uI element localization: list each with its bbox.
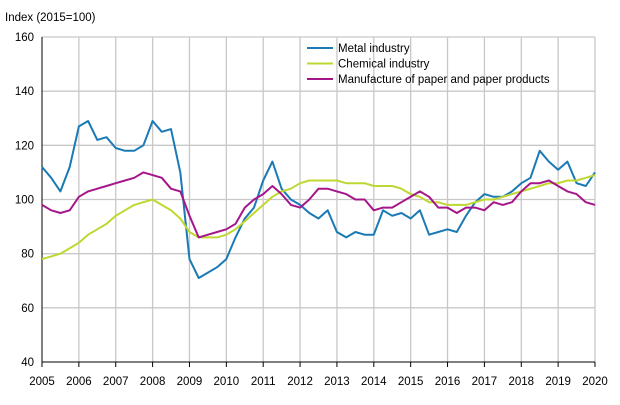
legend-label: Chemical industry bbox=[338, 59, 430, 71]
x-tick-label: 2015 bbox=[398, 376, 424, 388]
x-tick-label: 2020 bbox=[582, 376, 608, 388]
y-tick-label: 80 bbox=[21, 249, 34, 261]
x-tick-label: 2014 bbox=[361, 376, 387, 388]
y-tick-label: 160 bbox=[15, 32, 34, 44]
x-tick-label: 2011 bbox=[251, 376, 276, 388]
x-tick-label: 2006 bbox=[66, 376, 92, 388]
x-tick-label: 2010 bbox=[214, 376, 240, 388]
y-tick-label: 100 bbox=[15, 195, 34, 207]
gridlines bbox=[41, 36, 596, 367]
x-tick-label: 2017 bbox=[472, 376, 498, 388]
x-tick-label: 2007 bbox=[103, 376, 129, 388]
y-tick-label: 140 bbox=[15, 86, 34, 98]
x-tick-label: 2005 bbox=[29, 376, 55, 388]
legend-label: Metal industry bbox=[338, 43, 410, 55]
x-tick-label: 2008 bbox=[140, 376, 166, 388]
x-tick-label: 2012 bbox=[287, 376, 313, 388]
tick-labels: 40 60 80 100 120 140 160 2005 2006 2007 2008 2009 20… bbox=[15, 32, 608, 388]
x-tick-label: 2009 bbox=[177, 376, 203, 388]
legend-label: Manufacture of paper and paper products bbox=[338, 74, 550, 86]
series-line-1 bbox=[41, 174, 596, 261]
x-tick-label: 2018 bbox=[508, 376, 534, 388]
y-axis-label: Index (2015=100) bbox=[5, 12, 96, 24]
y-tick-label: 40 bbox=[21, 357, 34, 369]
y-tick-label: 60 bbox=[21, 303, 34, 315]
series-line-2 bbox=[41, 171, 596, 239]
y-tick-label: 120 bbox=[15, 140, 34, 152]
legend: Metal industry Chemical industry Manufactu… bbox=[307, 43, 550, 86]
x-tick-label: 2019 bbox=[545, 376, 571, 388]
x-tick-label: 2013 bbox=[324, 376, 350, 388]
series-lines bbox=[41, 120, 596, 279]
x-tick-label: 2016 bbox=[435, 376, 461, 388]
